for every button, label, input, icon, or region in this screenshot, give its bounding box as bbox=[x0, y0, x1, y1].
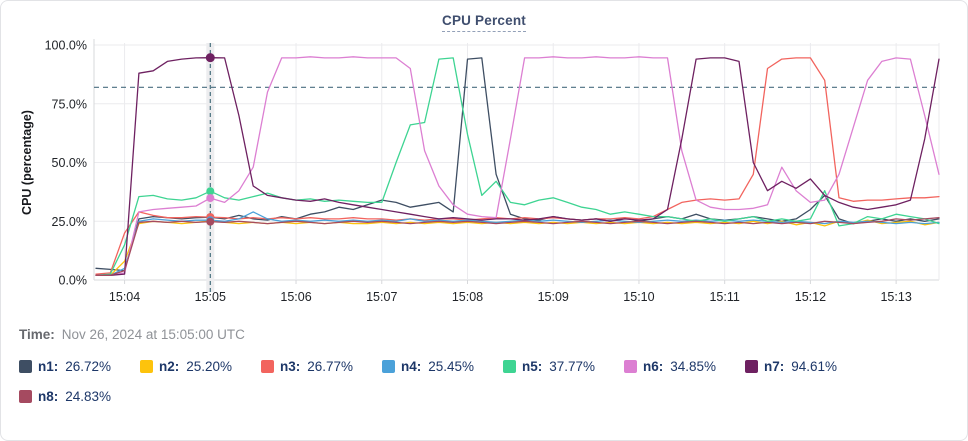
legend-item-n3[interactable]: n3: 26.77% bbox=[261, 359, 382, 374]
x-tick-label: 15:06 bbox=[280, 290, 311, 304]
y-tick-label: 100.0% bbox=[45, 39, 87, 53]
legend-item-n1[interactable]: n1: 26.72% bbox=[19, 359, 140, 374]
time-label: Time: bbox=[19, 327, 55, 342]
crosshair-band bbox=[206, 43, 215, 292]
legend-item-n5[interactable]: n5: 37.77% bbox=[503, 359, 624, 374]
time-row: Time: Nov 26, 2024 at 15:05:00 UTC bbox=[17, 327, 951, 342]
legend-item-n8[interactable]: n8: 24.83% bbox=[19, 389, 140, 404]
y-axis-label: CPU (percentage) bbox=[20, 110, 34, 215]
legend-series-value: 37.77% bbox=[549, 359, 596, 374]
legend-series-value: 25.45% bbox=[428, 359, 475, 374]
legend-swatch bbox=[382, 360, 395, 373]
series-line-n8[interactable] bbox=[95, 217, 940, 276]
legend-series-name: n4: bbox=[401, 359, 422, 374]
legend-series-value: 34.85% bbox=[670, 359, 717, 374]
legend-item-n4[interactable]: n4: 25.45% bbox=[382, 359, 503, 374]
crosshair-dot-n8 bbox=[206, 217, 215, 226]
series-line-n3[interactable] bbox=[95, 57, 940, 275]
y-tick-label: 75.0% bbox=[52, 97, 87, 111]
legend-swatch bbox=[503, 360, 516, 373]
y-tick-label: 0.0% bbox=[59, 274, 88, 288]
crosshair-dot-n7 bbox=[205, 53, 215, 63]
series-line-n5[interactable] bbox=[95, 57, 940, 276]
title-row: CPU Percent bbox=[1, 1, 967, 35]
cpu-chart-svg[interactable]: 0.0% 25.0% 50.0% 75.0% 100.0% 15:04 15:05 15:06… bbox=[1, 35, 968, 311]
chart-title[interactable]: CPU Percent bbox=[442, 13, 526, 32]
series-line-n6[interactable] bbox=[95, 56, 940, 276]
legend-swatch bbox=[624, 360, 637, 373]
crosshair-dot-n6 bbox=[206, 194, 215, 203]
x-tick-label: 15:09 bbox=[538, 290, 569, 304]
crosshair-dot-n5 bbox=[206, 187, 215, 196]
legend-series-name: n1: bbox=[38, 359, 59, 374]
x-tick-label: 15:07 bbox=[366, 290, 397, 304]
x-tick-label: 15:10 bbox=[623, 290, 654, 304]
x-tick-label: 15:12 bbox=[795, 290, 826, 304]
legend-series-name: n3: bbox=[280, 359, 301, 374]
legend-item-n2[interactable]: n2: 25.20% bbox=[140, 359, 261, 374]
legend-item-n6[interactable]: n6: 34.85% bbox=[624, 359, 745, 374]
legend-series-value: 94.61% bbox=[791, 359, 838, 374]
legend-series-value: 24.83% bbox=[65, 389, 112, 404]
legend-swatch bbox=[19, 390, 32, 403]
time-value: Nov 26, 2024 at 15:05:00 UTC bbox=[61, 327, 245, 342]
x-tick-label: 15:13 bbox=[880, 290, 911, 304]
legend-swatch bbox=[19, 360, 32, 373]
legend-series-name: n2: bbox=[159, 359, 180, 374]
legend-swatch bbox=[745, 360, 758, 373]
series-line-n7[interactable] bbox=[95, 57, 940, 276]
legend-item-n7[interactable]: n7: 94.61% bbox=[745, 359, 866, 374]
legend-series-value: 25.20% bbox=[186, 359, 233, 374]
bottom-block: Time: Nov 26, 2024 at 15:05:00 UTC n1: 26.… bbox=[1, 327, 967, 404]
legend-series-name: n8: bbox=[38, 389, 59, 404]
legend-swatch bbox=[140, 360, 153, 373]
legend-series-value: 26.77% bbox=[307, 359, 354, 374]
x-tick-label: 15:05 bbox=[195, 290, 226, 304]
y-tick-label: 25.0% bbox=[52, 215, 87, 229]
legend: n1: 26.72% n2: 25.20% n3: 26.77% n4: 25.45% n5: 3… bbox=[17, 359, 951, 404]
legend-series-name: n7: bbox=[764, 359, 785, 374]
x-tick-label: 15:08 bbox=[452, 290, 483, 304]
series-line-n1[interactable] bbox=[95, 57, 940, 272]
legend-series-name: n6: bbox=[643, 359, 664, 374]
legend-series-name: n5: bbox=[522, 359, 543, 374]
x-tick-label: 15:11 bbox=[709, 290, 739, 304]
chart-area: 0.0% 25.0% 50.0% 75.0% 100.0% 15:04 15:05 15:06… bbox=[1, 35, 968, 311]
x-tick-label: 15:04 bbox=[109, 290, 140, 304]
legend-series-value: 26.72% bbox=[65, 359, 112, 374]
y-tick-label: 50.0% bbox=[52, 156, 87, 170]
legend-swatch bbox=[261, 360, 274, 373]
series-line-n2[interactable] bbox=[95, 219, 940, 276]
